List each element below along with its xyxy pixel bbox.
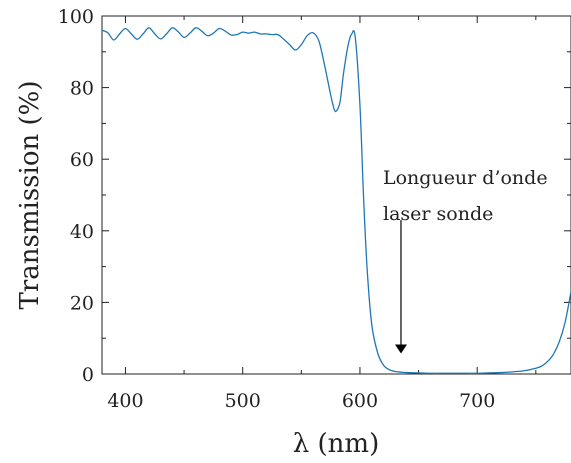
annotation-line-2: laser sonde xyxy=(383,203,493,225)
x-tick-label: 400 xyxy=(107,390,143,412)
y-axis-label: Transmission (%) xyxy=(15,81,45,310)
tick-labels: 400 500 600 700 0 20 40 60 80 100 xyxy=(58,6,496,412)
x-tick-label: 500 xyxy=(225,390,261,412)
y-tick-label: 60 xyxy=(70,149,94,171)
laser-probe-annotation: Longueur d’onde laser sonde xyxy=(383,167,548,354)
x-tick-label: 600 xyxy=(342,390,378,412)
y-tick-label: 40 xyxy=(70,221,94,243)
annotation-line-1: Longueur d’onde xyxy=(383,167,548,189)
y-tick-label: 100 xyxy=(58,6,94,28)
axis-ticks xyxy=(102,15,571,375)
annotation-arrow-head xyxy=(394,344,407,354)
plot-area-frame xyxy=(101,15,571,375)
y-tick-label: 20 xyxy=(70,292,94,314)
transmission-series-line xyxy=(101,27,571,374)
y-tick-label: 80 xyxy=(70,78,94,100)
y-tick-label: 0 xyxy=(82,364,94,386)
x-tick-label: 700 xyxy=(459,390,495,412)
x-axis-label: λ (nm) xyxy=(293,429,379,459)
